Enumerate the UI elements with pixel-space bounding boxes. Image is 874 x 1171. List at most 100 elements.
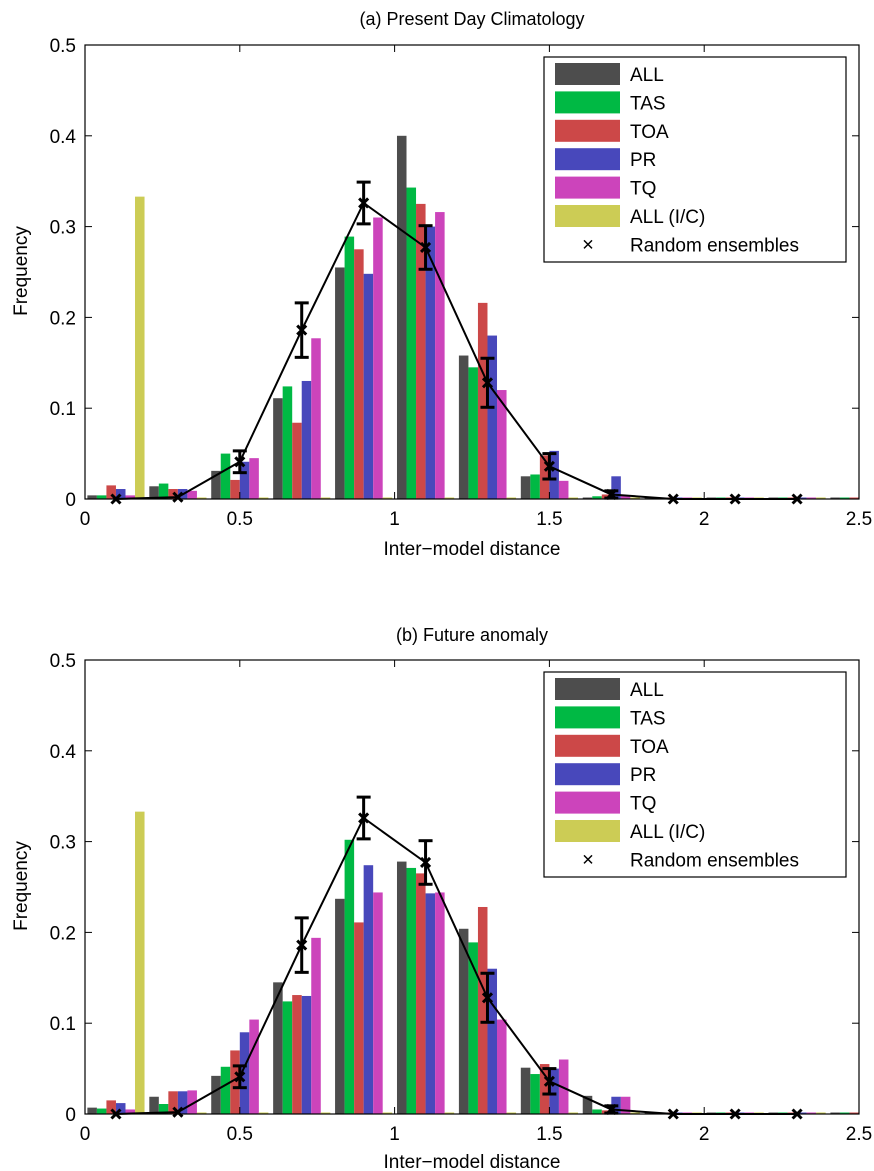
bar — [311, 338, 321, 499]
bar — [177, 1091, 188, 1114]
axes-frame — [84, 659, 860, 1115]
x-axis-label: Inter−model distance — [384, 539, 561, 560]
legend-swatch — [555, 791, 620, 814]
bar — [582, 1095, 593, 1114]
bar — [96, 1108, 107, 1114]
bar — [335, 267, 345, 499]
y-tick-label: 0.2 — [50, 923, 76, 944]
bar — [816, 497, 826, 499]
bar — [520, 476, 531, 499]
bar — [135, 811, 145, 1114]
bar — [396, 135, 407, 500]
y-tick-label: 0.4 — [50, 742, 77, 763]
bar — [425, 893, 436, 1114]
bar — [149, 1096, 159, 1114]
x-tick-label: 0 — [80, 509, 91, 530]
panel-b: (b) Future anomaly Inter−model distance … — [11, 625, 872, 1171]
bar — [797, 497, 807, 499]
axes-frame — [84, 44, 860, 500]
bar — [539, 1064, 550, 1114]
bar — [344, 839, 355, 1114]
random-ensemble-marker — [481, 377, 494, 389]
bar — [196, 1112, 207, 1114]
legend-label: ALL — [630, 680, 664, 701]
bar — [806, 1112, 817, 1114]
y-tick-label: 0.3 — [50, 218, 76, 239]
bar — [806, 497, 817, 499]
x-tick-label: 0.5 — [227, 1124, 253, 1145]
bar — [630, 1112, 640, 1114]
bar — [497, 390, 507, 499]
bar — [258, 497, 269, 499]
bar — [363, 865, 374, 1114]
random-ensembles-line — [115, 816, 798, 1115]
bar — [301, 995, 312, 1114]
random-ensemble-marker — [543, 1075, 555, 1087]
bar — [539, 455, 550, 499]
bar — [444, 497, 455, 499]
bar — [839, 1112, 850, 1114]
random-ensemble-marker — [419, 241, 432, 254]
bar — [335, 898, 345, 1114]
legend-marker — [583, 239, 593, 249]
bar — [468, 367, 478, 499]
bar — [96, 495, 107, 499]
bar — [363, 273, 374, 499]
random-ensemble-marker — [791, 1108, 803, 1120]
x-tick-label: 1.5 — [536, 509, 562, 530]
bar — [344, 236, 355, 499]
x-tick-label: 2.5 — [846, 509, 872, 530]
bar — [87, 1107, 97, 1114]
legend-label: TQ — [630, 179, 656, 200]
bar — [230, 479, 240, 499]
bar — [458, 928, 469, 1114]
bar — [258, 1112, 269, 1114]
x-tick-label: 1 — [389, 509, 400, 530]
bar — [530, 1074, 540, 1114]
y-axis-label: Frequency — [11, 841, 32, 931]
bar — [125, 1109, 136, 1114]
bar — [354, 922, 364, 1114]
bar — [406, 187, 417, 499]
bar — [520, 1067, 531, 1114]
legend-swatch — [555, 678, 620, 700]
bar — [168, 1091, 178, 1114]
legend-label: ALL (I/C) — [630, 207, 705, 228]
bar — [435, 892, 445, 1114]
random-ensemble-marker — [667, 1108, 679, 1120]
x-tick-label: 2 — [699, 1124, 710, 1145]
y-tick-label: 0.5 — [50, 651, 76, 672]
y-tick-label: 0.1 — [50, 399, 76, 420]
random-ensemble-marker — [419, 856, 432, 869]
random-ensemble-marker — [729, 493, 741, 505]
legend-label: PR — [630, 150, 656, 171]
bar — [568, 497, 578, 499]
x-tick-label: 2.5 — [846, 1124, 872, 1145]
y-tick-label: 0.5 — [50, 36, 76, 57]
bar — [582, 497, 593, 499]
x-tick-label: 0 — [80, 1124, 91, 1145]
bar — [611, 476, 621, 499]
random-ensemble-marker — [234, 1071, 246, 1083]
y-tick-label: 0 — [65, 1105, 76, 1126]
random-ensemble-marker — [543, 460, 555, 472]
bar — [220, 1066, 231, 1114]
bar — [373, 217, 383, 499]
bar — [444, 1112, 455, 1114]
legend-swatch — [555, 763, 620, 786]
y-tick-label: 0 — [65, 490, 76, 511]
bar — [301, 380, 312, 499]
chart-title: (b) Future anomaly — [396, 625, 548, 645]
bar — [320, 1112, 331, 1114]
bar — [249, 1019, 259, 1114]
legend-swatch — [555, 119, 620, 142]
bar — [282, 1001, 293, 1114]
bar — [106, 485, 116, 499]
x-axis-label: Inter−model distance — [384, 1152, 561, 1171]
bar — [797, 1112, 807, 1114]
random-ensembles-line — [115, 201, 798, 500]
legend-swatch — [555, 820, 620, 842]
bar — [106, 1100, 116, 1114]
chart-title: (a) Present Day Climatology — [359, 9, 584, 29]
